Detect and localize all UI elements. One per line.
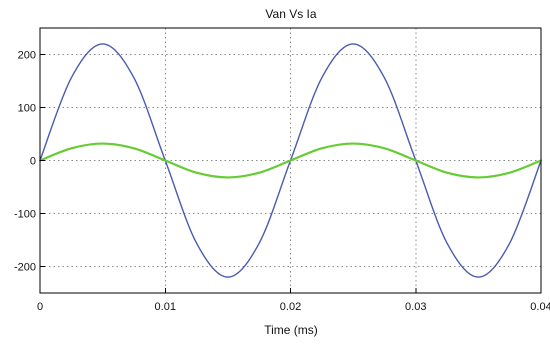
chart-title: Van Vs Ia [265,7,316,21]
y-tick-label: 100 [18,103,36,115]
y-tick-label: -200 [14,262,36,274]
x-tick-label: 0.03 [405,301,426,313]
series-layer [38,43,543,278]
x-tick-label: 0 [37,301,43,313]
y-tick-label: 0 [30,156,36,168]
x-tick-label: 0.01 [155,301,176,313]
x-tick-label: 0.04 [530,301,550,313]
series-line-2 [38,142,543,179]
y-tick-label: -100 [14,209,36,221]
grid-lines [40,28,541,293]
x-tick-label: 0.02 [280,301,301,313]
tick-label-layer: 0 0.01 0.02 0.03 0.04 -200 -100 0 100 200 [14,50,550,314]
plot-border [39,27,542,294]
y-tick-label: 200 [18,50,36,62]
x-axis-label: Time (ms) [264,323,318,337]
